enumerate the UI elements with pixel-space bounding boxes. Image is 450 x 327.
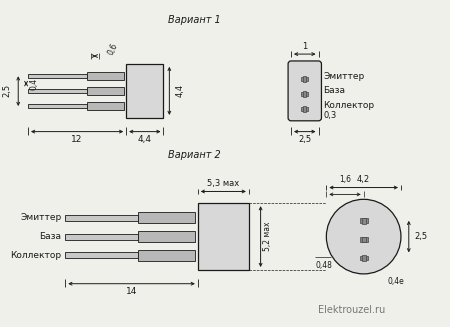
Bar <box>87 87 124 95</box>
Text: 0,48: 0,48 <box>316 261 333 269</box>
Bar <box>302 92 308 96</box>
Circle shape <box>326 199 401 274</box>
Text: 4,4: 4,4 <box>176 84 184 97</box>
Bar <box>65 234 138 240</box>
Text: 2,5: 2,5 <box>414 232 427 241</box>
Bar <box>28 89 87 93</box>
Bar <box>87 102 124 110</box>
Text: База: База <box>324 86 346 95</box>
Bar <box>303 106 306 112</box>
Bar <box>87 73 124 80</box>
Bar <box>28 74 87 78</box>
Bar <box>65 252 138 258</box>
Text: 1,6: 1,6 <box>339 175 351 184</box>
FancyBboxPatch shape <box>288 61 321 121</box>
Text: 0,6: 0,6 <box>106 42 119 57</box>
Text: 0,4: 0,4 <box>29 77 38 90</box>
Bar <box>362 218 365 224</box>
Text: 2,5: 2,5 <box>298 135 311 144</box>
Text: 1: 1 <box>302 42 307 51</box>
Bar <box>360 218 368 223</box>
Bar <box>360 237 368 242</box>
Text: Эмиттер: Эмиттер <box>324 72 365 81</box>
Bar <box>303 76 306 82</box>
Bar <box>362 237 365 243</box>
Bar <box>303 91 306 97</box>
Text: 5,3 мах: 5,3 мах <box>207 179 239 188</box>
Bar <box>138 231 195 242</box>
Bar <box>362 255 365 261</box>
Bar <box>65 215 138 221</box>
Bar <box>126 64 163 118</box>
Text: 0,3: 0,3 <box>324 111 337 120</box>
Bar <box>360 256 368 260</box>
Text: 14: 14 <box>126 287 137 296</box>
Bar <box>302 77 308 81</box>
Text: Эмиттер: Эмиттер <box>20 214 61 222</box>
Bar <box>138 250 195 261</box>
Bar <box>198 203 249 270</box>
Bar <box>28 104 87 108</box>
Bar <box>138 213 195 223</box>
Text: Вариант 1: Вариант 1 <box>168 15 221 25</box>
Bar <box>302 107 308 111</box>
Text: База: База <box>40 232 61 241</box>
Text: Вариант 2: Вариант 2 <box>168 150 221 160</box>
Text: 0,4е: 0,4е <box>387 277 405 286</box>
Text: 12: 12 <box>72 135 83 144</box>
Text: Elektrouzel.ru: Elektrouzel.ru <box>318 305 386 315</box>
Text: 2,5: 2,5 <box>2 84 11 97</box>
Text: 5,2 мах: 5,2 мах <box>262 222 271 251</box>
Text: Коллектор: Коллектор <box>324 101 374 111</box>
Text: 4,2: 4,2 <box>357 175 370 184</box>
Text: 4,4: 4,4 <box>138 135 152 144</box>
Text: Коллектор: Коллектор <box>10 251 61 260</box>
